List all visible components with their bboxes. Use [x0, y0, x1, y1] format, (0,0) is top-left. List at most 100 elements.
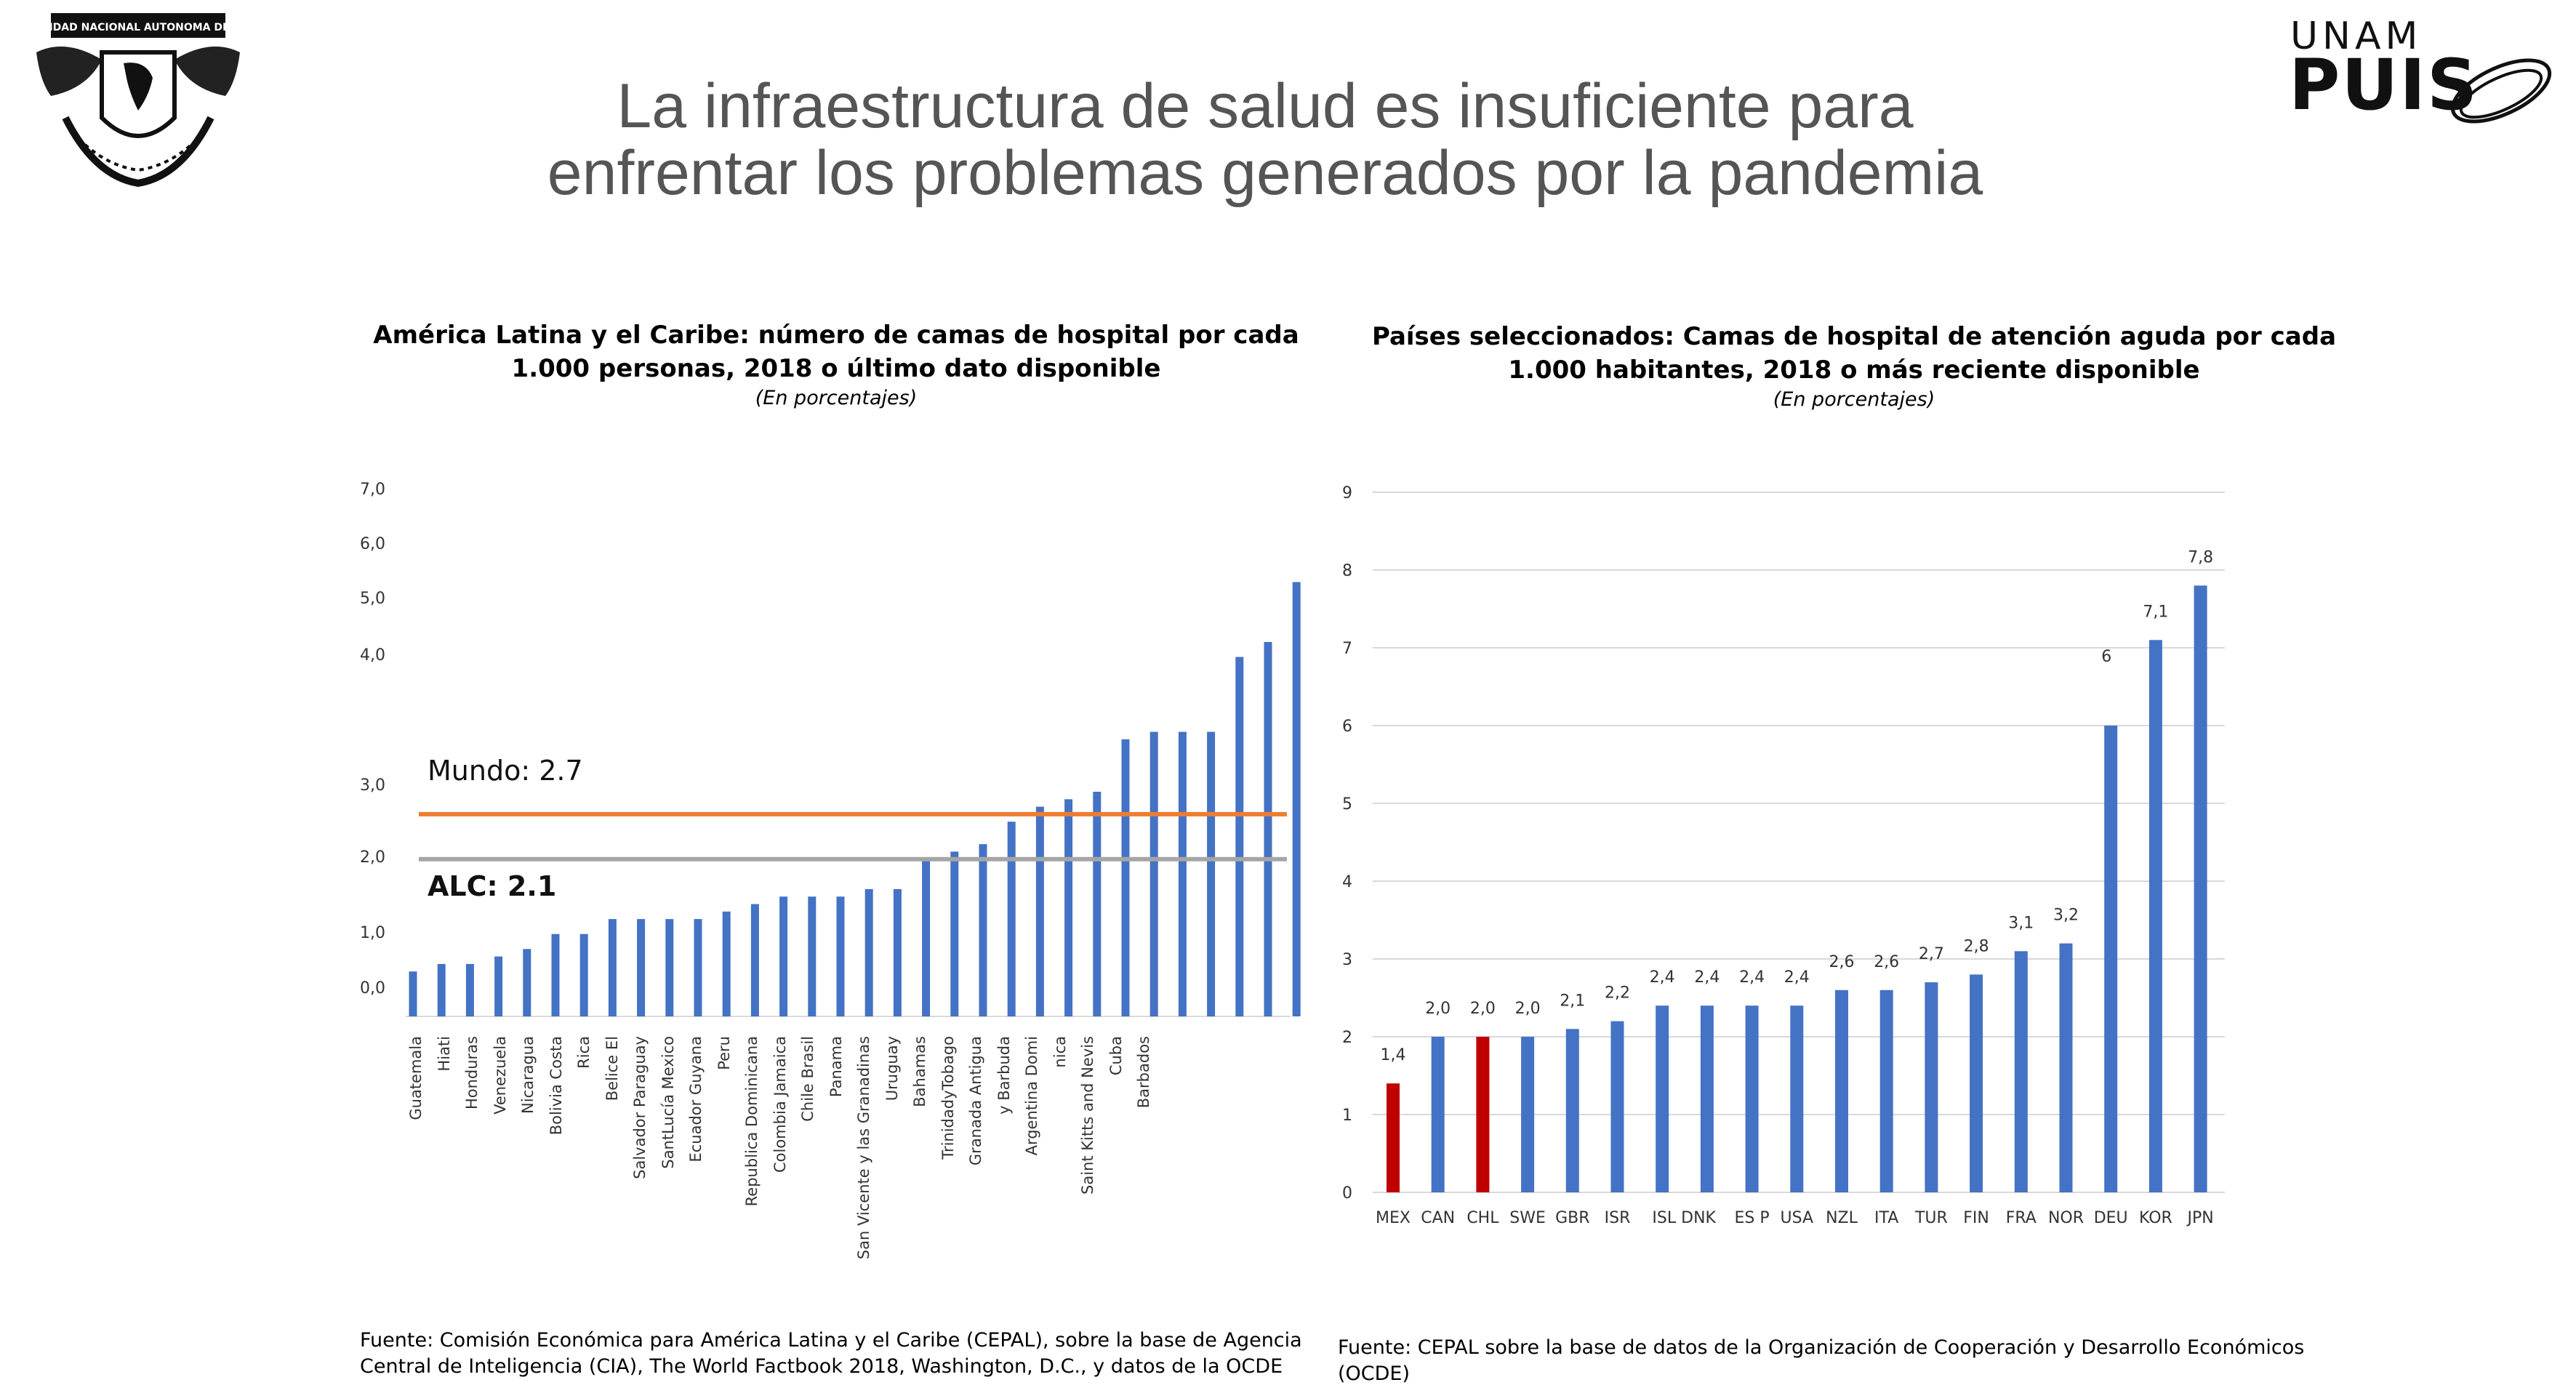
- right-data-label: 6: [2101, 648, 2111, 666]
- left-bar: [437, 963, 446, 1016]
- right-category-label: ISL DNK: [1652, 1209, 1716, 1227]
- left-category-label: San Vicente y las Granadinas: [855, 1036, 872, 1259]
- right-data-label: 2,0: [1470, 1000, 1496, 1018]
- left-bar: [465, 963, 474, 1016]
- right-bar: [2014, 951, 2028, 1192]
- slide-title-line-2: enfrentar los problemas generados por la…: [547, 138, 1983, 208]
- left-category-label: Argentina Domi: [1023, 1036, 1040, 1155]
- right-category-label: MEX: [1376, 1209, 1411, 1227]
- right-category-label: CHL: [1466, 1209, 1499, 1227]
- right-bar: [1790, 1005, 1804, 1192]
- left-category-label: Panama: [827, 1036, 845, 1097]
- right-bar: [1879, 989, 1893, 1192]
- right-data-label: 3,1: [2008, 914, 2034, 932]
- left-y-tick-label: 1,0: [360, 924, 385, 942]
- right-y-tick-label: 1: [1342, 1107, 1352, 1125]
- right-data-label: 2,4: [1739, 968, 1765, 987]
- left-category-label: Uruguay: [883, 1036, 901, 1101]
- right-bar: [1970, 974, 1983, 1192]
- right-category-label: ES P: [1735, 1209, 1770, 1227]
- left-bar: [893, 888, 902, 1016]
- right-category-label: SWE: [1509, 1209, 1546, 1227]
- left-category-label: Rica: [575, 1036, 593, 1069]
- right-category-label: KOR: [2139, 1209, 2172, 1227]
- right-category-label: CAN: [1421, 1209, 1455, 1227]
- slide-title-line-1: La infraestructura de salud es insuficie…: [617, 71, 1914, 141]
- left-chart-title-line-2: 1.000 personas, 2018 o último dato dispo…: [511, 354, 1161, 383]
- left-bar: [551, 934, 560, 1016]
- right-category-label: TUR: [1914, 1209, 1948, 1227]
- left-category-label: nica: [1051, 1036, 1069, 1068]
- right-data-label: 2,7: [1919, 945, 1944, 963]
- left-chart-source: Fuente: Comisión Económica para América …: [360, 1328, 1378, 1380]
- unam-crest-logo: UNIVERSIDAD NACIONAL AUTONOMA DE MEXICO: [22, 13, 254, 188]
- left-bar: [808, 896, 816, 1016]
- right-bar: [1745, 1005, 1759, 1192]
- right-data-label: 2,0: [1515, 1000, 1541, 1018]
- left-bar: [1064, 799, 1073, 1016]
- left-category-label: TrinidadyTobago: [939, 1036, 957, 1160]
- right-data-label: 2,4: [1694, 968, 1720, 987]
- mundo-reference-label: Mundo: 2.7: [428, 755, 583, 787]
- left-bar: [1235, 657, 1244, 1016]
- left-bar: [950, 851, 959, 1016]
- left-category-label: Chile Brasil: [799, 1036, 816, 1122]
- right-bar: [1476, 1037, 1490, 1192]
- right-category-label: ISR: [1605, 1209, 1631, 1227]
- right-category-label: NZL: [1826, 1209, 1858, 1227]
- right-category-label: GBR: [1555, 1209, 1589, 1227]
- right-y-tick-label: 7: [1342, 640, 1352, 658]
- left-category-label: Salvador Paraguay: [631, 1036, 649, 1179]
- left-chart-subtitle: (En porcentajes): [755, 387, 918, 409]
- right-chart-title-line-2: 1.000 habitantes, 2018 o más reciente di…: [1508, 356, 2200, 385]
- left-category-label: Barbados: [1135, 1036, 1152, 1108]
- right-data-label: 2,6: [1829, 953, 1855, 971]
- right-data-label: 7,8: [2188, 548, 2213, 566]
- right-category-label: NOR: [2048, 1209, 2084, 1227]
- slide-title: La infraestructura de salud es insuficie…: [407, 73, 2123, 206]
- left-category-label: Hiati: [436, 1036, 453, 1072]
- left-category-label: y Barbuda: [995, 1036, 1013, 1115]
- left-y-tick-label: 2,0: [360, 848, 385, 867]
- right-source-line-1: Fuente: CEPAL sobre la base de datos de …: [1338, 1336, 2305, 1359]
- right-category-label: FIN: [1963, 1209, 1989, 1227]
- right-bar: [2104, 726, 2118, 1192]
- right-chart-source: Fuente: CEPAL sobre la base de datos de …: [1338, 1335, 2472, 1387]
- left-bar: [1007, 822, 1016, 1016]
- right-bar: [1565, 1029, 1579, 1192]
- right-category-label: ITA: [1874, 1209, 1898, 1227]
- left-y-tick-label: 3,0: [360, 776, 385, 795]
- left-bar: [836, 896, 845, 1016]
- right-data-label: 2,4: [1650, 968, 1675, 987]
- left-bar: [523, 949, 531, 1016]
- logo-puis-text: PUIS: [2289, 44, 2479, 126]
- right-chart-subtitle: (En porcentajes): [1773, 388, 1935, 411]
- left-bar: [1093, 792, 1102, 1016]
- left-category-label: Ecuador Guyana: [687, 1036, 705, 1163]
- left-source-line-2: Central de Inteligencia (CIA), The World…: [360, 1355, 1283, 1378]
- left-category-label: Granada Antigua: [967, 1036, 984, 1165]
- left-bar: [779, 896, 788, 1016]
- left-category-label: Honduras: [463, 1036, 481, 1109]
- left-bar: [1207, 731, 1216, 1016]
- left-bar: [608, 919, 617, 1016]
- left-bar: [637, 919, 646, 1016]
- left-bar: [409, 971, 417, 1016]
- left-y-tick-label: 0,0: [360, 979, 385, 997]
- right-category-label: JPN: [2186, 1209, 2213, 1227]
- right-chart-title-line-1: Países seleccionados: Camas de hospital …: [1371, 322, 2337, 351]
- left-chart-title-line-1: América Latina y el Caribe: número de ca…: [373, 321, 1299, 350]
- left-category-label: Guatemala: [407, 1036, 425, 1120]
- left-chart-title: América Latina y el Caribe: número de ca…: [320, 318, 1352, 385]
- right-data-label: 1,4: [1381, 1046, 1406, 1064]
- right-bar: [1835, 989, 1848, 1192]
- left-y-tick-label: 7,0: [360, 481, 385, 499]
- right-bar: [2194, 585, 2207, 1192]
- left-bar: [665, 919, 674, 1016]
- right-data-label: 2,6: [1874, 953, 1899, 971]
- left-bar: [864, 888, 873, 1016]
- left-bar: [1035, 806, 1044, 1016]
- left-source-line-1: Fuente: Comisión Económica para América …: [360, 1329, 1302, 1352]
